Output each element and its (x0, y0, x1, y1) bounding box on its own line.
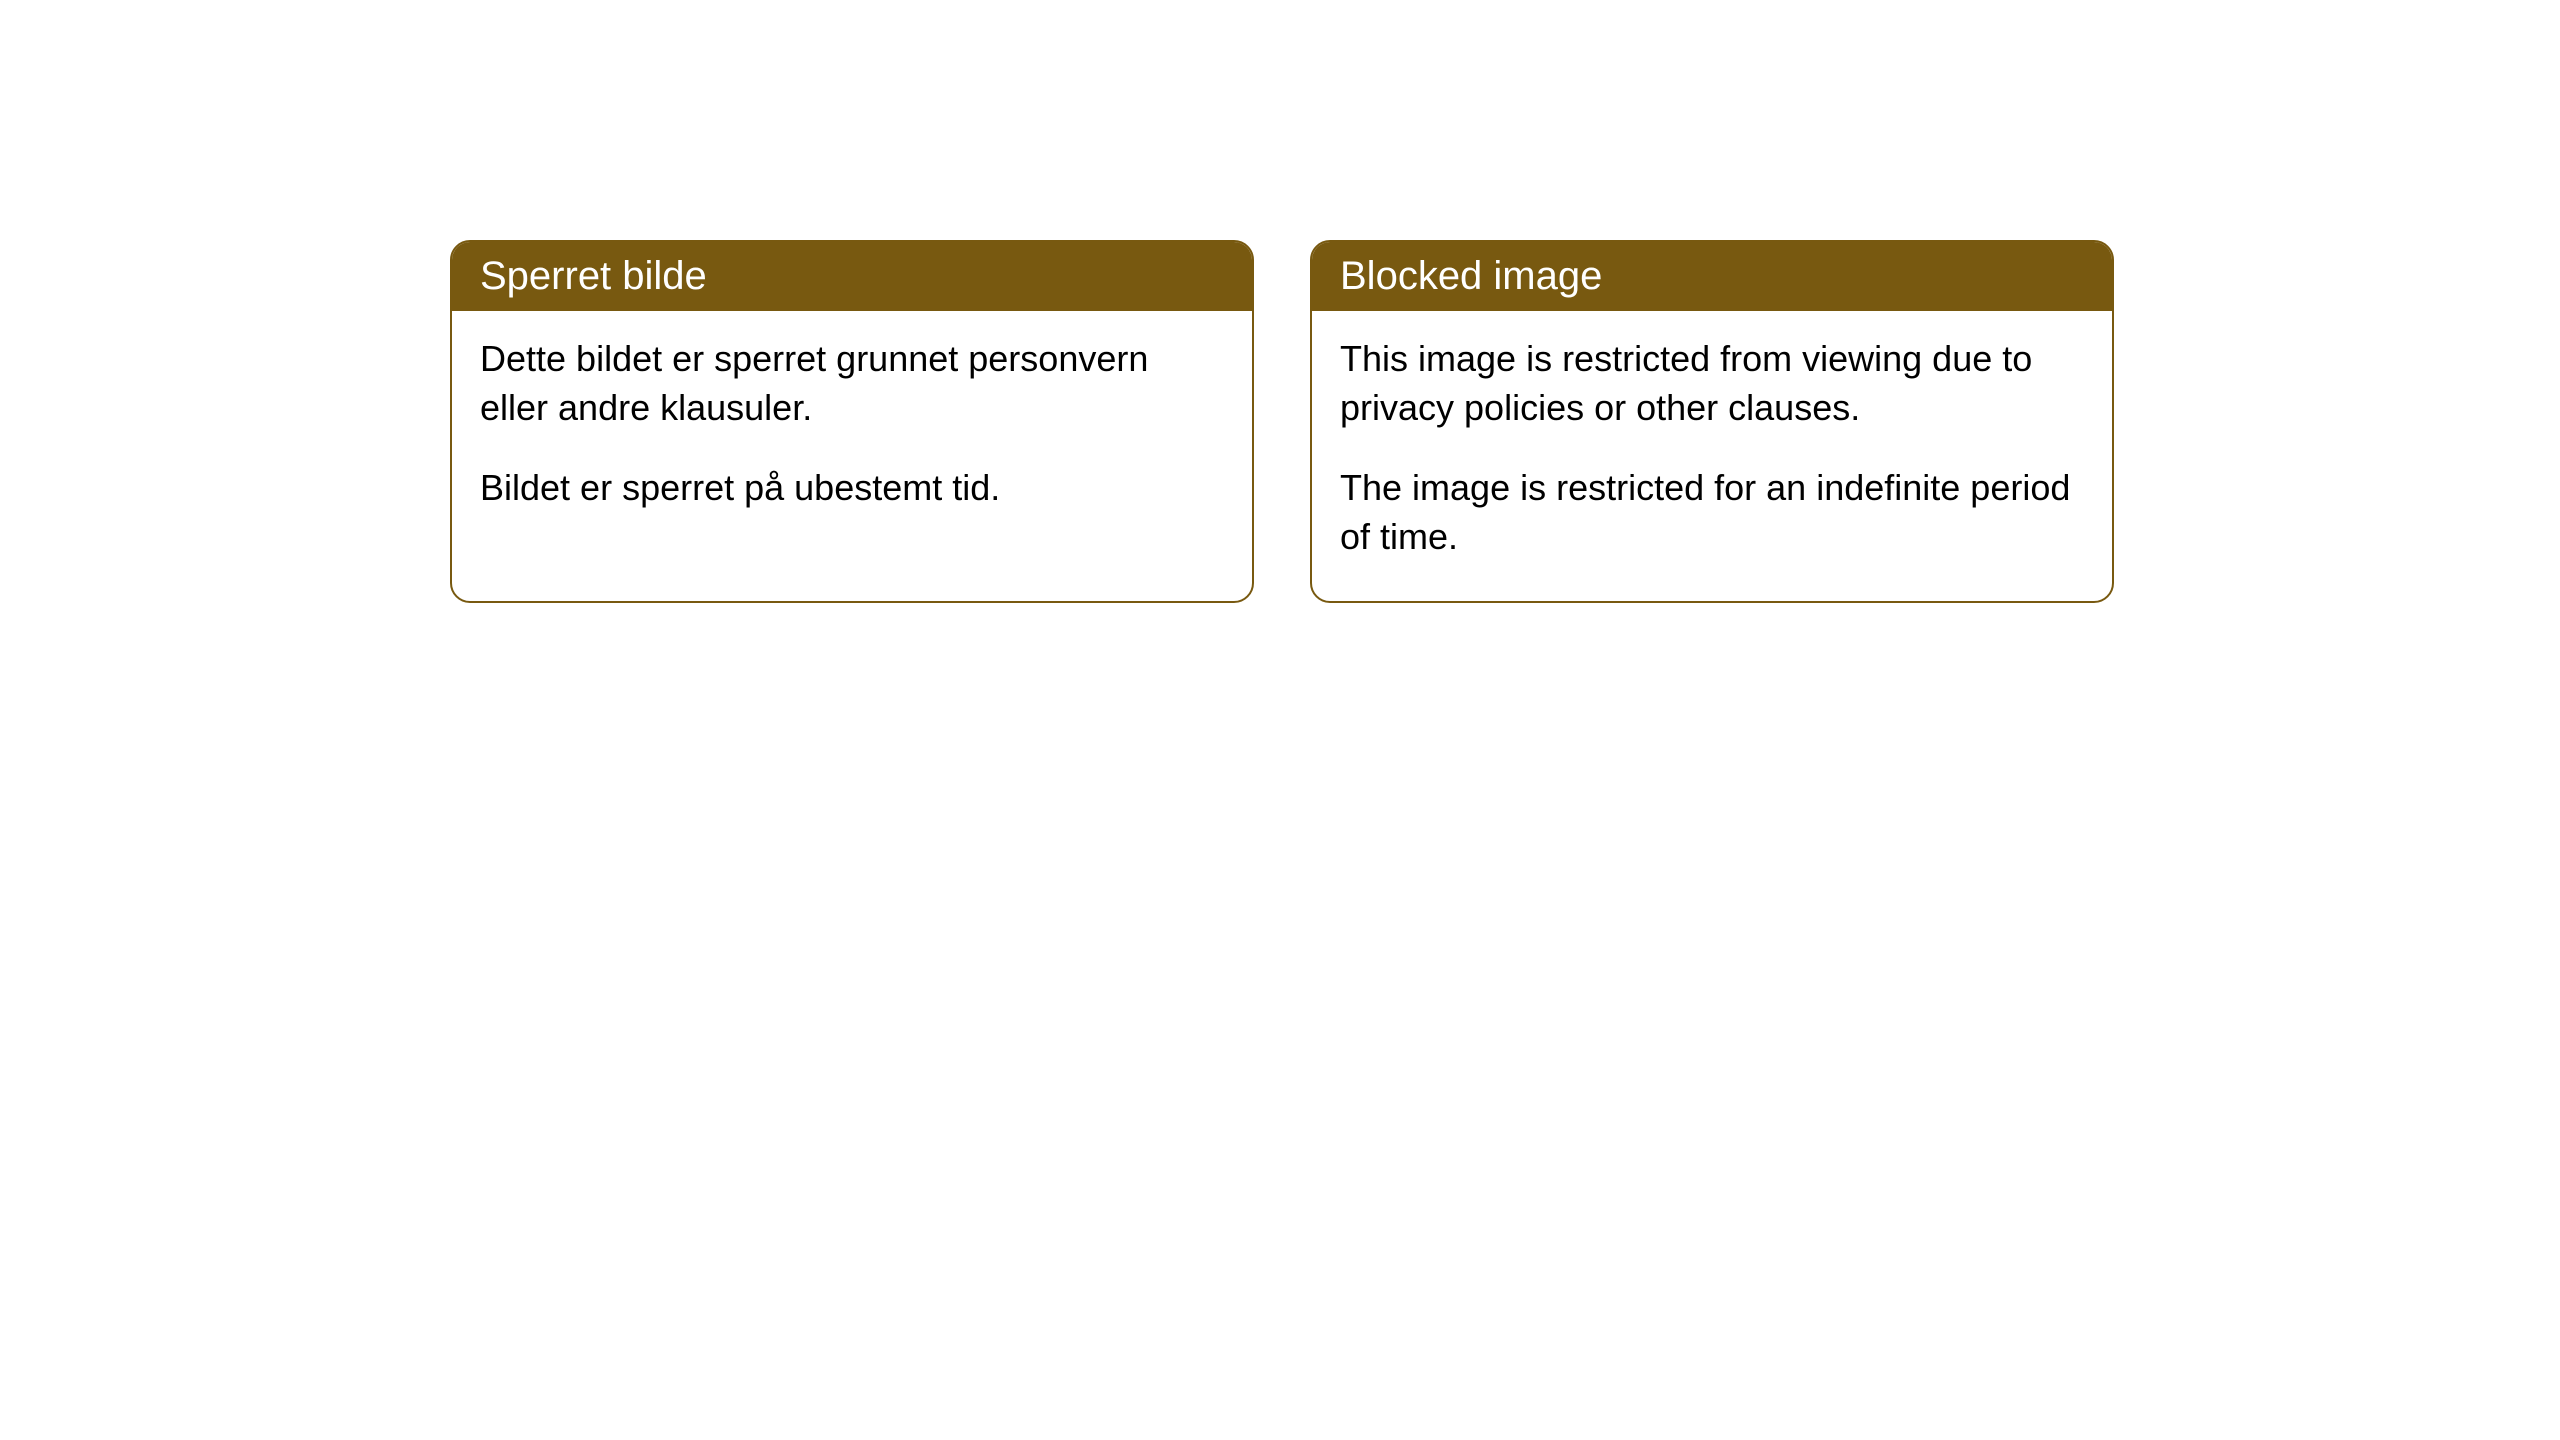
card-paragraph: Dette bildet er sperret grunnet personve… (480, 335, 1224, 432)
cards-container: Sperret bilde Dette bildet er sperret gr… (450, 240, 2114, 603)
blocked-image-card-en: Blocked image This image is restricted f… (1310, 240, 2114, 603)
card-header: Sperret bilde (452, 242, 1252, 311)
card-title: Blocked image (1340, 254, 1602, 298)
card-paragraph: Bildet er sperret på ubestemt tid. (480, 464, 1224, 513)
card-paragraph: The image is restricted for an indefinit… (1340, 464, 2084, 561)
card-body: This image is restricted from viewing du… (1312, 311, 2112, 601)
blocked-image-card-no: Sperret bilde Dette bildet er sperret gr… (450, 240, 1254, 603)
card-paragraph: This image is restricted from viewing du… (1340, 335, 2084, 432)
card-title: Sperret bilde (480, 254, 707, 298)
card-header: Blocked image (1312, 242, 2112, 311)
card-body: Dette bildet er sperret grunnet personve… (452, 311, 1252, 553)
